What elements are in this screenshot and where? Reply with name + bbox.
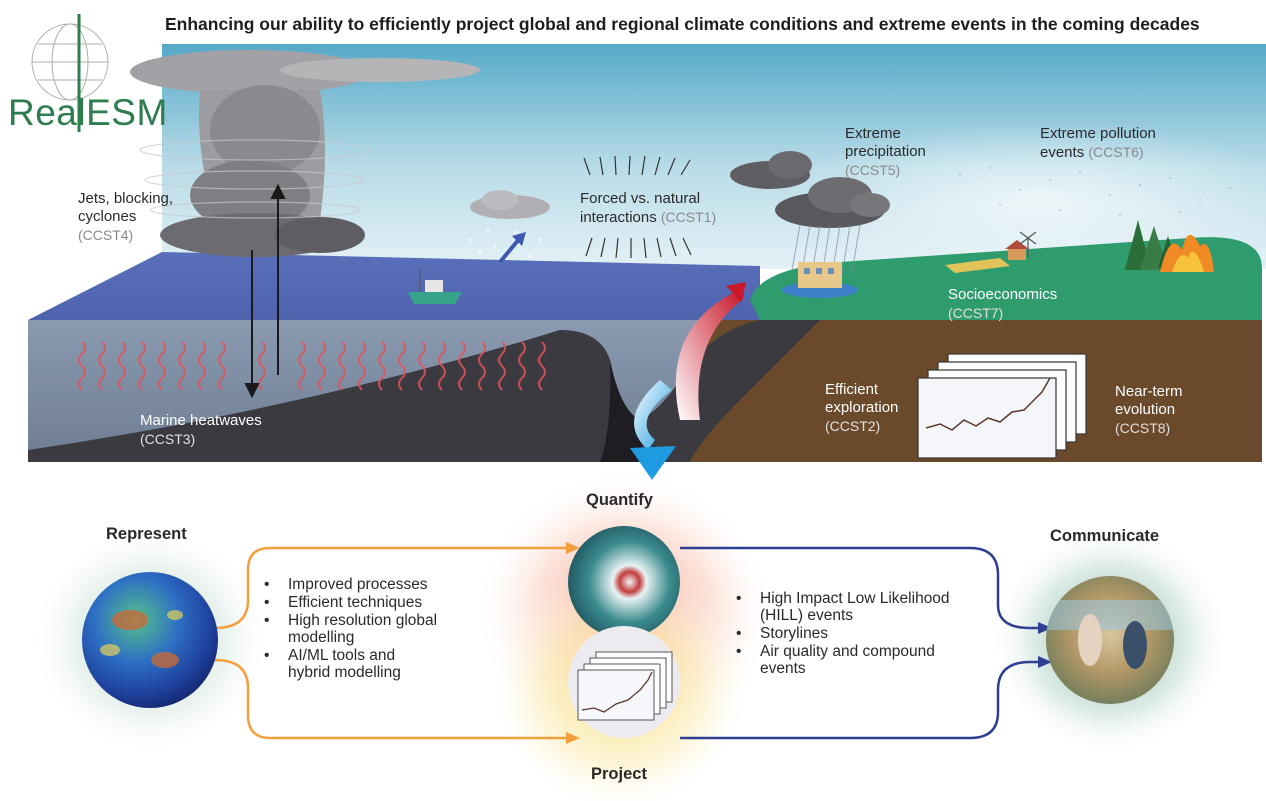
wildfire-icon [1160, 234, 1214, 272]
fishing-boat-icon [408, 270, 462, 304]
bullet-item: AI/ML tools and hybrid modelling [262, 647, 438, 681]
marine-heatwave-waves [78, 341, 546, 391]
bullet-item: Efficient techniques [262, 594, 492, 611]
bullet-item: High Impact Low Likelihood (HILL) events [734, 590, 975, 624]
cooling-arrow [634, 380, 672, 450]
stage-quantify: Quantify [586, 491, 653, 509]
label-marine-heatwaves: Marine heatwaves (CCST3) [140, 412, 262, 447]
quantify-to-communicate-arrows [680, 546, 1040, 740]
label-forced: Forced vs. natural interactions (CCST1) [580, 190, 717, 226]
hurricane-satellite-icon [568, 526, 680, 638]
stage-project: Project [591, 765, 647, 783]
logo-text: RealESM [8, 92, 168, 133]
ocean-surface [28, 252, 760, 320]
left-bullet-list: Improved processes Efficient techniques … [262, 576, 492, 682]
crop-field [945, 258, 1010, 273]
storm-clouds [730, 151, 890, 228]
represent-to-quantify-arrows [214, 546, 568, 740]
stage-communicate: Communicate [1050, 527, 1160, 545]
label-jets: Jets, blocking, cyclones (CCST4) [78, 190, 174, 243]
projection-plots-stack [917, 353, 1087, 459]
stage-represent: Represent [106, 525, 187, 543]
vertical-exchange-arrows [244, 183, 286, 399]
bullet-item: Storylines [734, 625, 994, 642]
cyclone-cloud [130, 50, 480, 257]
warming-arrow [675, 292, 742, 420]
globe-icon [82, 572, 218, 708]
farmhouse-icon [1005, 231, 1037, 260]
flooded-building-icon [782, 262, 858, 298]
forced-up-arrows [583, 155, 691, 176]
scientists-photo-icon [1046, 576, 1174, 704]
label-pollution: Extreme pollution events (CCST6) [1040, 125, 1156, 161]
label-near-term: Near-term evolution (CCST8) [1115, 383, 1183, 436]
page-title: Enhancing our ability to efficiently pro… [165, 14, 1200, 34]
label-precipitation: Extreme precipitation (CCST5) [845, 125, 926, 178]
bullet-item: Air quality and compound events [734, 643, 945, 677]
pollution-particles [959, 167, 1231, 216]
right-bullet-list: High Impact Low Likelihood (HILL) events… [734, 590, 994, 678]
bullet-item: Improved processes [262, 576, 492, 593]
logo-globe-icon [31, 23, 109, 101]
natural-down-arrows [585, 237, 692, 259]
bullet-item: High resolution global modelling [262, 612, 438, 646]
label-socioeconomics: Socioeconomics (CCST7) [948, 286, 1058, 321]
label-efficient-exploration: Efficient exploration (CCST2) [825, 381, 899, 434]
